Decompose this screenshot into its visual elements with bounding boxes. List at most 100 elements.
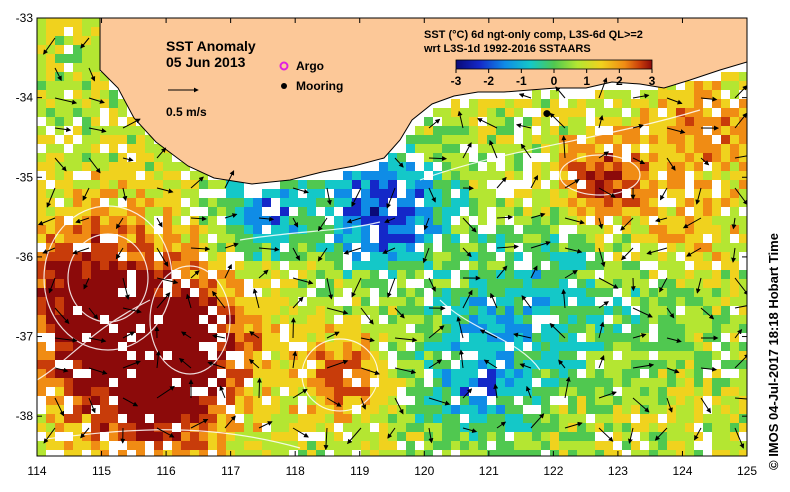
sst-cell (217, 180, 226, 189)
sst-cell (388, 225, 397, 234)
sst-cell (721, 198, 730, 207)
sst-cell (640, 270, 649, 279)
sst-cell (127, 405, 136, 414)
sst-cell (460, 288, 469, 297)
sst-cell (55, 414, 64, 423)
sst-cell (343, 396, 352, 405)
sst-cell (352, 369, 361, 378)
sst-cell (172, 414, 181, 423)
sst-cell (262, 243, 271, 252)
sst-cell (442, 279, 451, 288)
sst-cell (469, 180, 478, 189)
sst-cell (73, 387, 82, 396)
sst-cell (550, 270, 559, 279)
sst-cell (730, 135, 739, 144)
sst-cell (550, 288, 559, 297)
x-tick-label: 121 (479, 464, 499, 478)
sst-cell (631, 117, 640, 126)
sst-cell (739, 117, 747, 126)
sst-cell (505, 108, 514, 117)
sst-cell (451, 180, 460, 189)
x-tick-label: 124 (672, 464, 692, 478)
sst-cell (289, 252, 298, 261)
sst-cell (46, 117, 55, 126)
sst-cell (316, 288, 325, 297)
sst-cell (55, 54, 64, 63)
sst-cell (289, 279, 298, 288)
sst-cell (172, 441, 181, 450)
sst-cell (145, 216, 154, 225)
sst-cell (622, 243, 631, 252)
sst-cell (451, 117, 460, 126)
sst-cell (739, 423, 747, 432)
sst-cell (406, 162, 415, 171)
sst-cell (739, 288, 747, 297)
sst-cell (361, 369, 370, 378)
sst-cell (289, 387, 298, 396)
sst-cell (487, 450, 496, 456)
sst-cell (676, 180, 685, 189)
sst-cell (712, 243, 721, 252)
current-vector (54, 307, 70, 325)
sst-cell (649, 315, 658, 324)
sst-cell (559, 144, 568, 153)
current-vector (520, 143, 532, 159)
sst-cell (253, 378, 262, 387)
sst-cell (631, 288, 640, 297)
current-vector (456, 316, 464, 339)
sst-cell (397, 369, 406, 378)
sst-cell (145, 342, 154, 351)
sst-cell (343, 216, 352, 225)
sst-cell (397, 306, 406, 315)
sst-cell (586, 405, 595, 414)
sst-cell (739, 378, 747, 387)
sst-cell (505, 306, 514, 315)
sst-cell (172, 252, 181, 261)
sst-cell (541, 171, 550, 180)
sst-cell (613, 405, 622, 414)
sst-cell (82, 315, 91, 324)
current-vector (734, 277, 747, 296)
sst-cell (352, 234, 361, 243)
sst-cell (415, 333, 424, 342)
sst-cell (91, 45, 100, 54)
sst-cell (559, 153, 568, 162)
sst-cell (136, 207, 145, 216)
sst-cell (127, 234, 136, 243)
sst-cell (424, 333, 433, 342)
sst-cell (631, 162, 640, 171)
sst-cell (586, 351, 595, 360)
sst-cell (433, 351, 442, 360)
sst-cell (424, 252, 433, 261)
sst-cell (280, 252, 289, 261)
sst-cell (631, 378, 640, 387)
sst-cell (676, 333, 685, 342)
sst-cell (505, 324, 514, 333)
sst-cell (649, 270, 658, 279)
sst-cell (541, 207, 550, 216)
sst-cell (478, 378, 487, 387)
sst-cell (136, 315, 145, 324)
sst-cell (325, 387, 334, 396)
sst-cell (73, 99, 82, 108)
sst-cell (55, 396, 64, 405)
sst-cell (469, 189, 478, 198)
current-vector (422, 247, 430, 264)
sst-cell (550, 405, 559, 414)
land-mass (99, 18, 747, 185)
sst-cell (514, 369, 523, 378)
sst-cell (82, 216, 91, 225)
sst-cell (541, 189, 550, 198)
sst-cell (271, 351, 280, 360)
sst-cell (658, 360, 667, 369)
sst-cell (658, 135, 667, 144)
sst-cell (541, 162, 550, 171)
sst-cell (730, 153, 739, 162)
sst-cell (460, 243, 469, 252)
current-vector (258, 246, 280, 252)
sst-cell (208, 279, 217, 288)
sst-cell (667, 261, 676, 270)
sst-cell (217, 351, 226, 360)
sst-cell (379, 432, 388, 441)
current-vector (115, 217, 124, 230)
